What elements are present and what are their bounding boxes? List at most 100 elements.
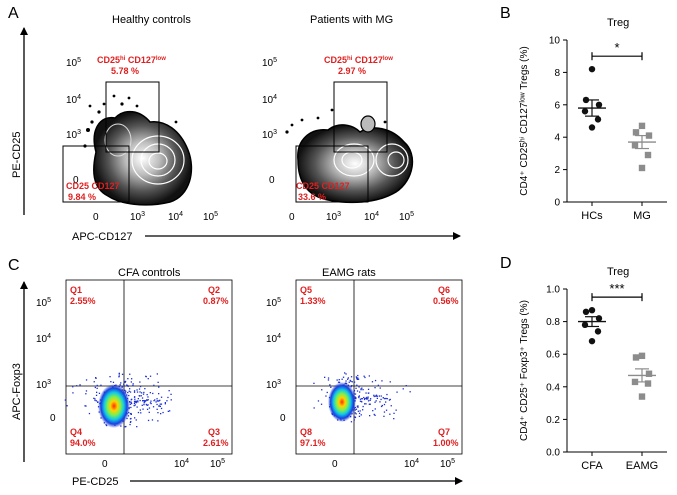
y-tick-label: 0.0 [546, 448, 560, 459]
event-dot [358, 386, 360, 388]
x-tick-label: HCs [581, 210, 603, 222]
y-tick-label: 6 [554, 100, 560, 111]
data-point [594, 328, 602, 335]
tick-label: 0 [102, 459, 108, 470]
event-dot [363, 398, 366, 401]
data-point [632, 129, 640, 136]
event-dot [330, 386, 332, 388]
density-plot-mg [285, 108, 414, 204]
tick-label: 104 [174, 458, 189, 470]
event-dot [118, 375, 120, 377]
panel-c-title-eamg: EAMG rats [322, 267, 376, 279]
event-dot [355, 376, 357, 378]
event-dot [380, 398, 382, 401]
gate-lower-value-mg: 33.6 % [298, 192, 326, 202]
data-point [638, 393, 646, 400]
event-dot [388, 399, 391, 401]
event-dot [119, 384, 121, 386]
event-dot [142, 408, 144, 410]
data-point [644, 380, 652, 387]
event-dot [367, 388, 370, 390]
quadrant-q6-value: 0.56% [433, 296, 459, 306]
event-dot [72, 386, 74, 388]
event-dot [375, 400, 377, 402]
event-dot [373, 395, 375, 398]
event-dot [324, 376, 326, 378]
event-dot [144, 400, 147, 402]
quadrant-q3-value: 2.61% [203, 438, 229, 448]
event-dot [76, 385, 78, 387]
y-tick-label: 8 [554, 68, 560, 79]
event-dot [353, 381, 356, 383]
event-dot [143, 391, 145, 394]
data-point [638, 122, 646, 130]
event-dot [360, 389, 362, 391]
event-dot [147, 378, 149, 380]
event-dot [321, 389, 323, 391]
tick-label: 103 [326, 211, 341, 223]
event-dot [93, 397, 95, 399]
tick-label: 104 [168, 211, 183, 223]
event-dot [166, 400, 168, 402]
gate-upper-value-mg: 2.97 % [338, 66, 366, 76]
event-dot [140, 412, 142, 414]
quadrant-q6-id: Q6 [438, 285, 450, 295]
panel-c-x-label: PE-CD25 [72, 476, 118, 488]
event-dot [147, 419, 150, 422]
event-dot [386, 398, 388, 400]
event-dot [389, 381, 391, 383]
event-dot [349, 379, 351, 382]
event-dot [129, 403, 131, 405]
event-dot [390, 405, 392, 407]
panel-c-y-ticks: 105 104 103 0 [36, 297, 56, 424]
event-dot [79, 384, 81, 386]
event-dot [129, 388, 131, 390]
quadrant-q4-value: 94.0% [70, 438, 96, 448]
event-dot [359, 410, 361, 412]
panel-c-plot-eamg: EAMG rats 105 104 103 0 0 104 105 Q5 1.3… [266, 267, 463, 470]
tick-label: 0 [289, 212, 295, 223]
event-dot [364, 398, 366, 400]
event-dot [383, 411, 386, 413]
event-dot [374, 401, 376, 403]
quadrant-q4-id: Q4 [70, 427, 82, 437]
event-dot [149, 402, 152, 404]
tick-label: 103 [66, 129, 81, 141]
event-dot [157, 420, 159, 422]
event-dot [145, 403, 147, 406]
event-dot [154, 399, 156, 401]
event-dot [361, 398, 363, 400]
event-dot [338, 379, 340, 381]
data-point [595, 101, 603, 109]
event-dot [126, 384, 128, 386]
event-dot [378, 395, 380, 397]
tick-label: 105 [36, 297, 51, 309]
event-dot [85, 379, 88, 381]
event-dot [127, 415, 130, 417]
panel-a-x-ticks: 0 103 104 105 [93, 211, 218, 223]
y-tick-label: 10 [549, 36, 561, 47]
event-dot [369, 399, 371, 401]
panel-letter-b: B [500, 5, 511, 22]
event-dot [363, 396, 365, 399]
event-dot [405, 385, 407, 387]
y-tick-label: 0.6 [546, 350, 560, 361]
event-dot [137, 398, 139, 400]
event-dot [380, 395, 382, 397]
event-dot [128, 394, 130, 397]
y-tick-label: 0.2 [546, 415, 560, 426]
event-dot [144, 388, 146, 390]
plot-frame-cfa [65, 279, 233, 455]
data-point [594, 116, 602, 123]
event-dot [327, 377, 330, 379]
chart-title: Treg [607, 266, 629, 278]
event-dot [148, 407, 151, 409]
event-dot [159, 399, 161, 401]
event-dot [358, 415, 361, 417]
event-dot [325, 395, 327, 397]
event-dot [127, 385, 129, 387]
event-dot [136, 426, 138, 428]
event-dot [366, 397, 368, 400]
event-dot [358, 396, 360, 399]
significance-stars: * [614, 40, 619, 55]
